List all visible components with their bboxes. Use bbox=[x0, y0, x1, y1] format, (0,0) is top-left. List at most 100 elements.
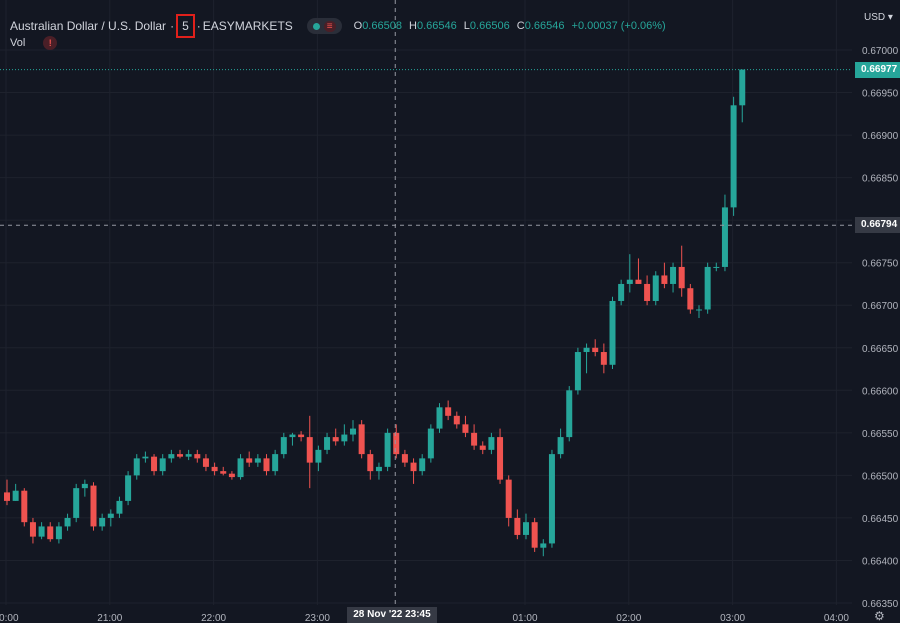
candle bbox=[133, 454, 140, 480]
candle-body bbox=[341, 434, 348, 442]
price-axis[interactable]: 0.670000.669500.669000.668500.668000.667… bbox=[862, 46, 899, 610]
candle-body bbox=[73, 488, 80, 518]
candle bbox=[696, 305, 702, 318]
candle-body bbox=[272, 454, 279, 472]
vol-label[interactable]: Vol bbox=[10, 37, 26, 49]
price-tick-label: 0.66500 bbox=[862, 471, 899, 482]
candle-body bbox=[151, 456, 158, 472]
candle-body bbox=[721, 207, 728, 267]
candle bbox=[202, 454, 209, 472]
candle bbox=[479, 441, 486, 455]
candle-body bbox=[670, 266, 677, 284]
candle bbox=[315, 445, 322, 472]
ohlc-values: O0.66508 H0.66546 L0.66506 C0.66546 +0.0… bbox=[354, 20, 666, 32]
chart-legend: Australian Dollar / U.S. Dollar · 5 · EA… bbox=[10, 14, 666, 38]
candle bbox=[583, 343, 590, 374]
candle-body bbox=[280, 437, 287, 455]
candle bbox=[107, 509, 114, 527]
market-status-toggle[interactable]: ≡ bbox=[306, 18, 342, 34]
candle-body bbox=[410, 462, 417, 472]
candle-body bbox=[566, 390, 573, 438]
candle-body bbox=[211, 466, 218, 472]
candle-body bbox=[652, 275, 659, 301]
warning-icon[interactable]: ! bbox=[43, 36, 58, 50]
chevron-down-icon: ▾ bbox=[885, 12, 893, 23]
time-tick-label: 02:00 bbox=[616, 613, 641, 623]
candle-body bbox=[678, 266, 685, 289]
candle bbox=[90, 482, 97, 531]
candle bbox=[704, 262, 711, 314]
candle bbox=[194, 449, 201, 463]
crosshair-time-tag: 28 Nov '22 23:45 bbox=[347, 607, 437, 623]
candle bbox=[497, 428, 504, 484]
exchange-name[interactable]: EASYMARKETS bbox=[202, 19, 293, 33]
candle-body bbox=[263, 458, 270, 472]
candle-body bbox=[194, 454, 201, 459]
time-axis[interactable]: 20:00 21:00 22:00 23:00 01:00 02:00 03:00 04:00 bbox=[0, 613, 849, 623]
candle-body bbox=[704, 266, 711, 310]
candle-body bbox=[393, 432, 400, 455]
candle-body bbox=[168, 454, 175, 459]
time-tick-label: 20:00 bbox=[0, 613, 19, 623]
gear-icon[interactable]: ⚙ bbox=[874, 609, 885, 623]
candle bbox=[280, 432, 287, 459]
volume-legend: Vol ! bbox=[10, 36, 58, 50]
candle bbox=[151, 454, 158, 476]
ohlc-key: C bbox=[516, 20, 525, 32]
candle bbox=[471, 424, 478, 450]
candle-body bbox=[177, 454, 183, 457]
candle-body bbox=[401, 454, 408, 463]
ohlc-key: H bbox=[409, 20, 417, 32]
last-price-tag: 0.66977 bbox=[855, 61, 900, 78]
candle bbox=[116, 496, 123, 518]
candle-body bbox=[315, 449, 322, 463]
candle bbox=[99, 513, 106, 531]
candle bbox=[159, 454, 166, 476]
candle bbox=[419, 454, 426, 476]
candle-body bbox=[592, 347, 599, 353]
candle-body bbox=[739, 69, 746, 106]
price-tick-label: 0.66350 bbox=[862, 599, 899, 610]
candle bbox=[548, 449, 555, 548]
candle-body bbox=[358, 424, 365, 455]
candle bbox=[540, 539, 547, 557]
change-value: +0.00037 (+0.06%) bbox=[571, 20, 666, 32]
candle-body bbox=[462, 424, 469, 433]
candle bbox=[125, 471, 132, 506]
candle-body bbox=[471, 432, 478, 446]
candle bbox=[557, 428, 564, 459]
currency-selector[interactable]: USD ▾ bbox=[864, 12, 893, 23]
price-tick-label: 0.66750 bbox=[862, 259, 899, 270]
candle-body bbox=[202, 458, 209, 467]
candle-body bbox=[523, 522, 529, 535]
candle bbox=[211, 462, 218, 476]
candle-body bbox=[289, 434, 296, 438]
candle bbox=[393, 424, 400, 459]
price-tick-label: 0.66400 bbox=[862, 556, 899, 567]
candle-body bbox=[99, 517, 106, 527]
candle bbox=[670, 262, 677, 293]
candle-body bbox=[557, 437, 564, 455]
candle bbox=[367, 449, 374, 480]
candle bbox=[64, 513, 71, 531]
equals-icon: ≡ bbox=[323, 20, 336, 32]
time-tick-label: 23:00 bbox=[305, 613, 330, 623]
candle-body bbox=[228, 473, 235, 478]
interval-label[interactable]: 5 bbox=[176, 14, 195, 38]
candle bbox=[324, 432, 331, 455]
market-open-icon bbox=[312, 22, 320, 30]
candle-body bbox=[38, 526, 45, 537]
candle bbox=[384, 428, 391, 472]
candle-body bbox=[436, 407, 443, 429]
candle bbox=[350, 420, 356, 442]
candle bbox=[410, 458, 417, 484]
candle-body bbox=[583, 347, 590, 353]
candle-body bbox=[505, 479, 512, 518]
candle-body bbox=[445, 407, 452, 416]
candle bbox=[626, 254, 633, 293]
candle-body bbox=[497, 437, 504, 480]
candle-body bbox=[90, 485, 97, 527]
candle bbox=[488, 432, 495, 455]
symbol-name[interactable]: Australian Dollar / U.S. Dollar bbox=[10, 19, 167, 33]
